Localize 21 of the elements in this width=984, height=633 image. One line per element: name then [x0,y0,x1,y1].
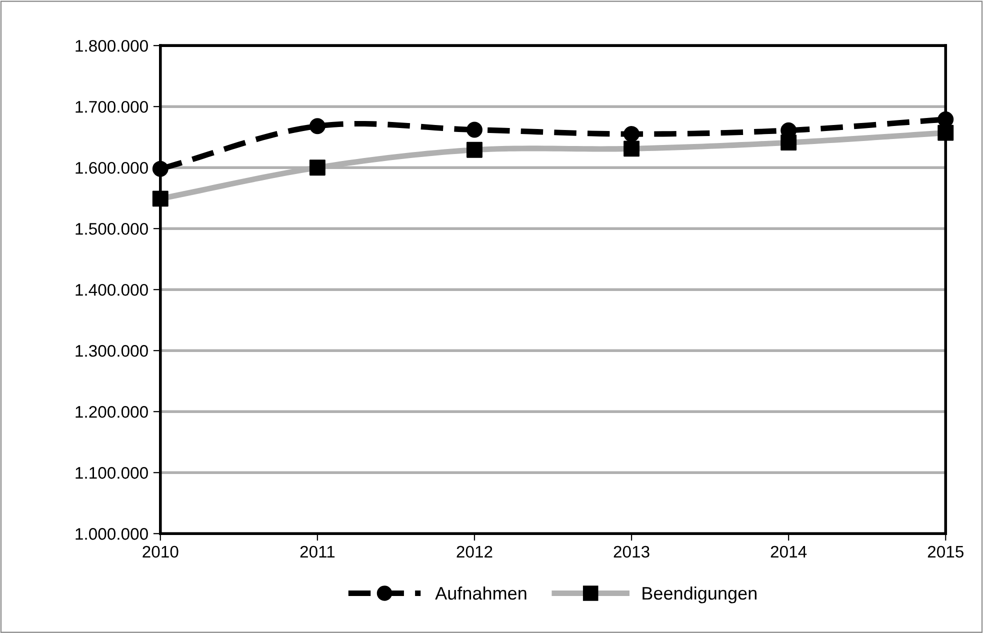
y-tick-label: 1.700.000 [76,100,148,113]
x-tick-label: 2012 [456,546,492,558]
x-tick-label: 2013 [614,546,650,558]
y-tick-label: 1.500.000 [76,222,148,235]
point [466,122,482,138]
y-tick-label: 1.600.000 [76,162,148,174]
x-tick-label: 2011 [300,546,335,558]
point [624,126,640,142]
y-tick-label: 1.800.000 [76,40,148,52]
y-tick-label: 1.000.000 [76,528,148,540]
x-tick-label: 2015 [928,546,964,558]
point [309,118,326,134]
y-tick-label: 1.300.000 [76,345,148,357]
y-tick-label: 1.200.000 [76,406,148,418]
point [152,160,168,177]
legend-label: Beendigungen [642,586,756,604]
y-tick-label: 1.400.000 [76,284,148,296]
x-tick-label: 2014 [770,546,807,558]
legend-label: Aufnahmen [435,586,526,600]
x-tick-label: 2010 [142,546,178,558]
y-tick-label: 1.100.000 [76,467,148,479]
